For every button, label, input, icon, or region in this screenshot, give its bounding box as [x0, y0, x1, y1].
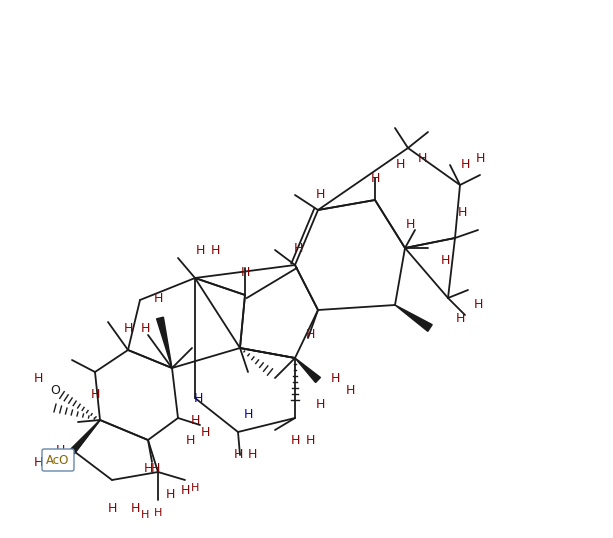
- Text: H: H: [200, 426, 210, 438]
- Text: AcO: AcO: [47, 454, 70, 466]
- Text: H: H: [315, 399, 325, 412]
- Text: H: H: [55, 443, 65, 457]
- Text: H: H: [345, 384, 355, 397]
- Polygon shape: [156, 317, 172, 368]
- Text: H: H: [293, 242, 303, 254]
- Text: H: H: [210, 244, 219, 257]
- Text: H: H: [457, 206, 466, 218]
- Polygon shape: [70, 420, 100, 454]
- Text: H: H: [405, 218, 414, 231]
- Text: H: H: [185, 434, 195, 447]
- Text: H: H: [191, 483, 199, 493]
- Polygon shape: [295, 358, 321, 383]
- Text: H: H: [395, 159, 405, 172]
- Text: H: H: [193, 392, 203, 405]
- Text: H: H: [417, 152, 427, 165]
- Text: H: H: [180, 484, 189, 497]
- Text: O: O: [50, 384, 60, 397]
- Text: H: H: [475, 152, 485, 165]
- Text: H: H: [440, 253, 450, 266]
- Text: H: H: [291, 434, 300, 447]
- Text: H: H: [305, 329, 314, 342]
- Text: H: H: [166, 489, 175, 501]
- Text: H: H: [150, 462, 160, 475]
- Text: H: H: [473, 299, 482, 312]
- Text: H: H: [154, 508, 162, 518]
- Text: H: H: [305, 434, 314, 447]
- Text: H: H: [153, 292, 162, 305]
- Text: H: H: [196, 244, 205, 257]
- Text: H: H: [460, 159, 470, 172]
- Text: H: H: [455, 312, 465, 324]
- Text: H: H: [107, 501, 116, 514]
- Polygon shape: [395, 305, 432, 331]
- Text: H: H: [33, 456, 43, 469]
- FancyBboxPatch shape: [42, 449, 74, 471]
- Text: H: H: [90, 388, 100, 401]
- Text: H: H: [315, 188, 325, 202]
- Text: H: H: [143, 462, 153, 475]
- Text: H: H: [123, 322, 132, 335]
- Text: H: H: [247, 449, 257, 462]
- Text: H: H: [370, 172, 379, 185]
- Text: H: H: [33, 372, 43, 385]
- Text: H: H: [330, 372, 340, 385]
- Text: H: H: [243, 408, 253, 421]
- Text: H: H: [240, 266, 249, 280]
- Text: H: H: [234, 449, 243, 462]
- Text: H: H: [141, 510, 149, 520]
- Text: H: H: [190, 414, 200, 427]
- Text: H: H: [140, 322, 150, 335]
- Text: H: H: [131, 501, 140, 514]
